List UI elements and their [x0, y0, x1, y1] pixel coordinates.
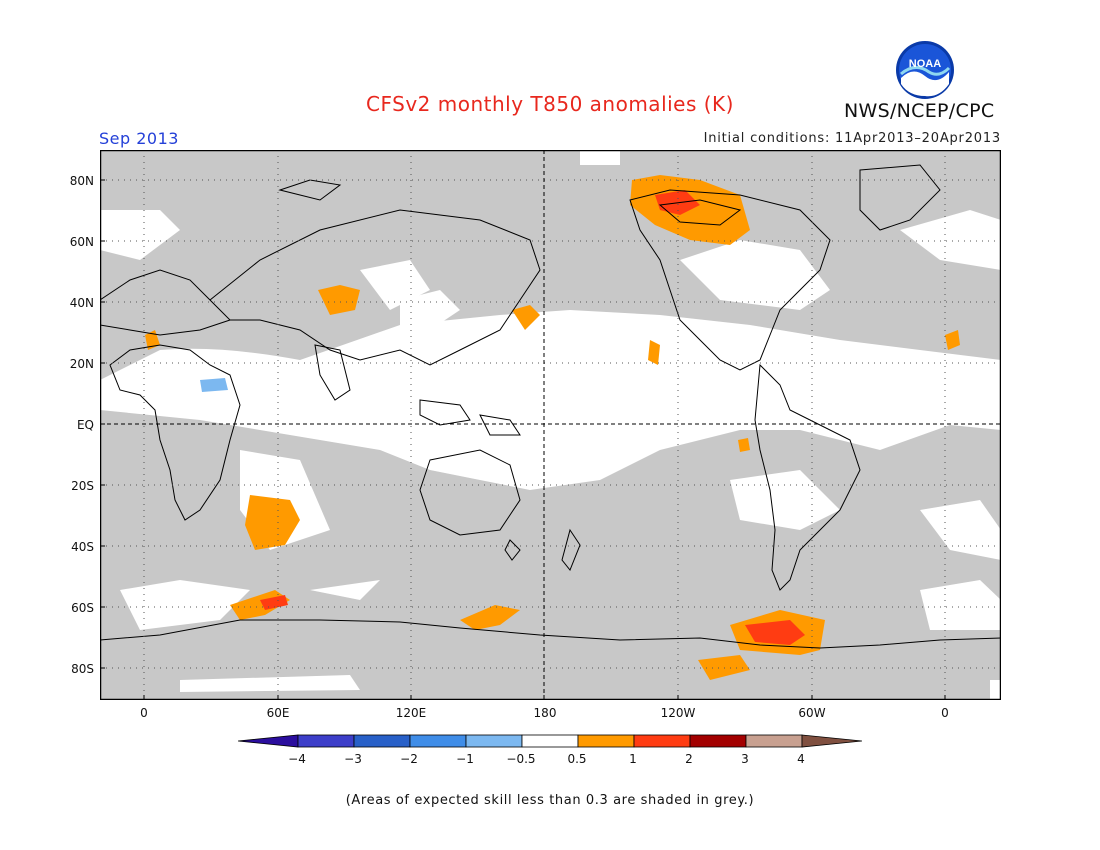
lat-tick-60n: 60N	[69, 235, 94, 249]
lon-tick-0: 0	[140, 706, 148, 720]
lat-tick-40s: 40S	[71, 540, 94, 554]
antarctic-strong-anomaly	[745, 620, 805, 645]
map-frame	[100, 150, 1001, 700]
colorbar-label: 0.5	[567, 752, 587, 766]
valid-month-label: Sep 2013	[99, 129, 179, 148]
lon-tick-60e: 60E	[266, 706, 290, 720]
colorbar-cell	[577, 734, 635, 748]
colorbar-cell	[465, 734, 523, 748]
lat-tick-40n: 40N	[69, 296, 94, 310]
south-indian-ocean-anomaly	[245, 495, 300, 550]
colorbar-cell	[409, 734, 467, 748]
lat-tick-60s: 60S	[71, 601, 94, 615]
gridlines	[100, 150, 1001, 700]
southern-ocean-strong-anomaly	[260, 595, 288, 610]
colorbar-cell	[297, 734, 355, 748]
colorbar-label: −3	[344, 752, 362, 766]
colorbar-label: −1	[456, 752, 474, 766]
colorbar-extend-low	[238, 734, 299, 748]
map-title: CFSv2 monthly T850 anomalies (K)	[366, 92, 734, 116]
colorbar	[238, 734, 862, 748]
colorbar-cell	[633, 734, 691, 748]
coastlines	[100, 164, 1001, 649]
skillful-regions	[100, 150, 1001, 700]
south-america-anomaly	[738, 438, 750, 452]
colorbar-label: 1	[629, 752, 637, 766]
lon-tick-60w: 60W	[798, 706, 826, 720]
noaa-logo: NOAA	[896, 41, 954, 99]
colorbar-label: 2	[685, 752, 693, 766]
lon-tick-180: 180	[533, 706, 557, 720]
colorbar-label: −4	[288, 752, 306, 766]
svg-text:NOAA: NOAA	[909, 58, 941, 70]
colorbar-label: −2	[400, 752, 418, 766]
colorbar-cell	[689, 734, 747, 748]
central-asia-anomaly	[318, 285, 360, 315]
north-pacific-anomaly	[512, 305, 540, 330]
initial-conditions-label: Initial conditions: 11Apr2013–20Apr2013	[703, 131, 1001, 146]
lat-tick-eq: EQ	[76, 418, 94, 432]
north-africa-anomaly	[145, 330, 160, 350]
lat-tick-20s: 20S	[71, 479, 94, 493]
lon-tick-120e: 120E	[395, 706, 427, 720]
lon-tick-120w: 120W	[660, 706, 696, 720]
colorbar-label: −0.5	[506, 752, 536, 766]
lat-tick-80n: 80N	[69, 174, 94, 188]
colorbar-label: 4	[797, 752, 805, 766]
colorbar-cell	[353, 734, 411, 748]
lon-tick-0-right: 0	[941, 706, 949, 720]
east-pacific-anomaly	[648, 340, 660, 365]
agency-label: NWS/NCEP/CPC	[844, 100, 995, 122]
reference-lines	[100, 150, 1001, 700]
lat-tick-80s: 80S	[71, 662, 94, 676]
footnote: (Areas of expected skill less than 0.3 a…	[345, 793, 755, 808]
anomaly-map	[100, 150, 1001, 700]
colorbar-cell	[521, 734, 579, 748]
africa-negative-anomaly	[200, 378, 228, 392]
colorbar-cell	[745, 734, 803, 748]
colorbar-extend-high	[801, 734, 862, 748]
colorbar-label: 3	[741, 752, 749, 766]
anomaly-1-to-2-regions	[260, 190, 805, 645]
lat-tick-20n: 20N	[69, 357, 94, 371]
southern-ocean-anomaly-east	[460, 605, 520, 630]
north-africa-anomaly-wrap	[945, 330, 960, 350]
